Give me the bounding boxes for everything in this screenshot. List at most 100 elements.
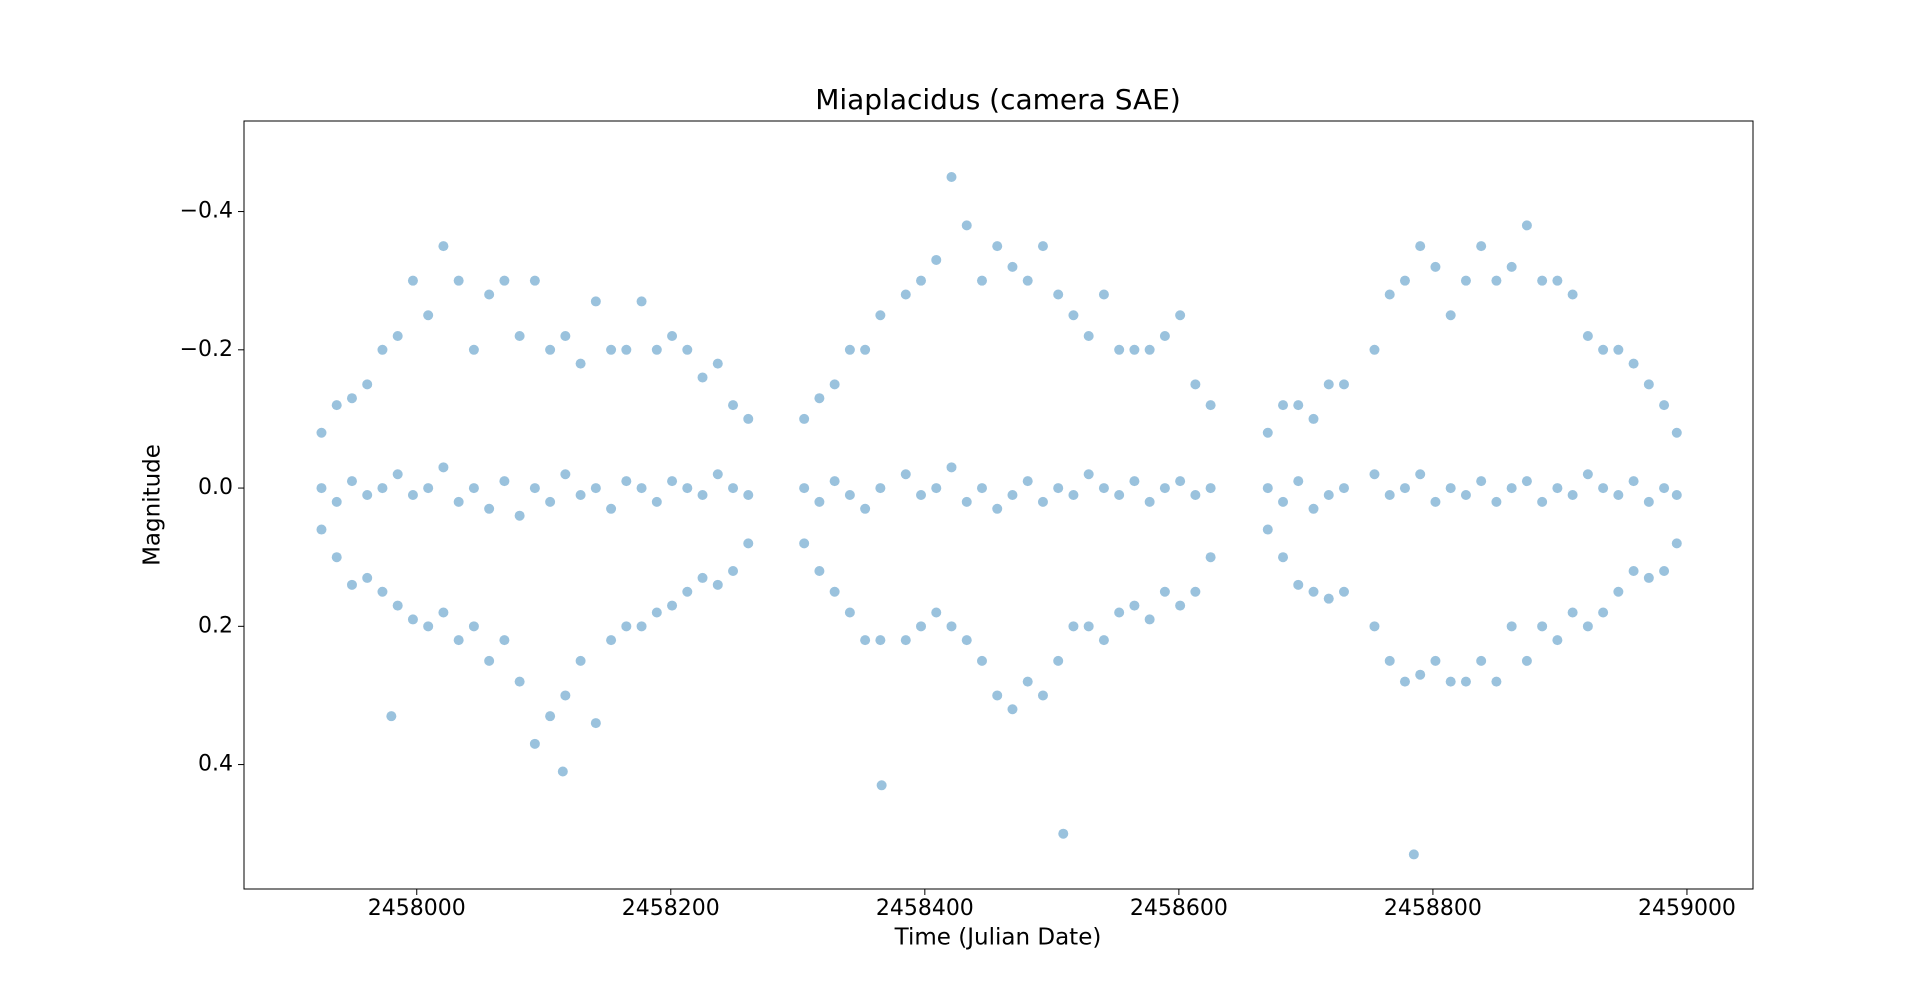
data-point — [1506, 261, 1517, 272]
data-point — [499, 275, 510, 286]
data-point — [1460, 489, 1471, 500]
data-point — [453, 275, 464, 286]
data-point — [1022, 275, 1033, 286]
data-point — [651, 344, 662, 355]
data-point — [1613, 344, 1624, 355]
data-point — [423, 310, 434, 321]
data-point — [1369, 344, 1380, 355]
data-point — [1129, 600, 1140, 611]
data-point — [1476, 655, 1487, 666]
data-point — [1491, 496, 1502, 507]
x-tick-label: 2458200 — [622, 896, 720, 921]
data-point — [814, 496, 825, 507]
data-point — [560, 469, 571, 480]
y-tick-label: 0.2 — [198, 613, 233, 638]
data-point — [1190, 586, 1201, 597]
data-point — [946, 462, 957, 473]
data-point — [916, 621, 927, 632]
data-point — [697, 489, 708, 500]
data-point — [946, 171, 957, 182]
data-point — [407, 275, 418, 286]
x-tick-label: 2459000 — [1638, 896, 1736, 921]
data-point — [667, 600, 678, 611]
data-point — [743, 413, 754, 424]
x-tick-label: 2458400 — [876, 896, 974, 921]
data-point — [829, 586, 840, 597]
data-point — [1415, 469, 1426, 480]
data-point — [484, 655, 495, 666]
data-point — [1308, 586, 1319, 597]
data-point — [875, 483, 886, 494]
data-point — [1338, 483, 1349, 494]
data-point — [331, 496, 342, 507]
data-point — [468, 344, 479, 355]
data-point — [1159, 330, 1170, 341]
data-point — [316, 427, 327, 438]
data-point — [590, 718, 601, 729]
data-point — [1384, 289, 1395, 300]
data-point — [876, 780, 887, 791]
data-point — [1338, 586, 1349, 597]
data-point — [438, 462, 449, 473]
data-point — [1537, 621, 1548, 632]
data-point — [1671, 427, 1682, 438]
x-axis-label: Time (Julian Date) — [894, 925, 1102, 951]
data-point — [1567, 489, 1578, 500]
y-tick-label: −0.2 — [180, 337, 233, 362]
data-point — [1083, 469, 1094, 480]
data-point — [799, 413, 810, 424]
data-point — [1582, 469, 1593, 480]
data-point — [1129, 476, 1140, 487]
data-point — [1476, 241, 1487, 252]
data-point — [1007, 704, 1018, 715]
data-point — [697, 372, 708, 383]
data-point — [1007, 489, 1018, 500]
data-point — [468, 483, 479, 494]
data-point — [900, 469, 911, 480]
data-point — [606, 635, 617, 646]
data-point — [529, 738, 540, 749]
data-point — [728, 483, 739, 494]
data-point — [1068, 621, 1079, 632]
data-point — [1022, 476, 1033, 487]
data-point — [514, 330, 525, 341]
data-point — [1068, 310, 1079, 321]
data-point — [875, 635, 886, 646]
data-point — [829, 379, 840, 390]
data-point — [712, 358, 723, 369]
data-point — [844, 489, 855, 500]
y-axis-label: Magnitude — [140, 444, 166, 566]
data-point — [1598, 607, 1609, 618]
data-point — [931, 607, 942, 618]
data-point — [1262, 483, 1273, 494]
data-point — [743, 538, 754, 549]
data-point — [651, 496, 662, 507]
data-point — [1262, 524, 1273, 535]
data-point — [1190, 379, 1201, 390]
data-point — [1323, 593, 1334, 604]
data-point — [712, 579, 723, 590]
data-point — [362, 489, 373, 500]
data-point — [799, 538, 810, 549]
data-point — [1476, 476, 1487, 487]
data-point — [1037, 241, 1048, 252]
data-point — [362, 379, 373, 390]
data-point — [438, 607, 449, 618]
data-point — [590, 296, 601, 307]
data-point — [992, 503, 1003, 514]
data-point — [545, 344, 556, 355]
data-point — [621, 621, 632, 632]
data-point — [1369, 621, 1380, 632]
data-point — [621, 344, 632, 355]
data-point — [844, 607, 855, 618]
data-point — [386, 711, 397, 722]
data-point — [916, 489, 927, 500]
data-point — [423, 621, 434, 632]
data-point — [1430, 261, 1441, 272]
data-point — [407, 489, 418, 500]
data-point — [814, 393, 825, 404]
data-point — [844, 344, 855, 355]
data-point — [1338, 379, 1349, 390]
data-point — [1460, 275, 1471, 286]
